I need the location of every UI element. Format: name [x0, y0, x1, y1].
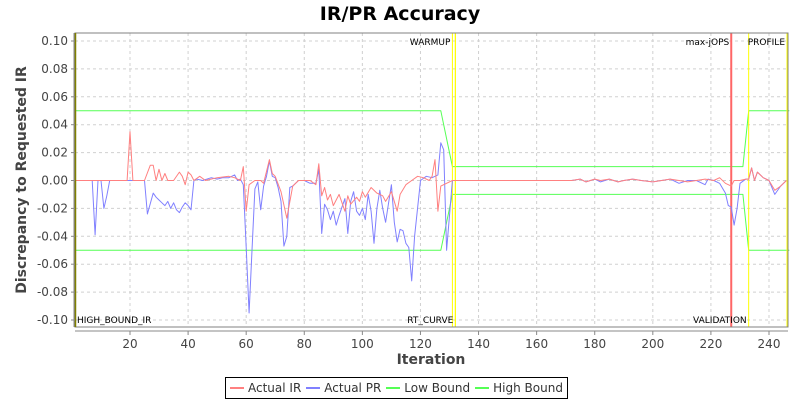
- legend-item-actual-pr: Actual PR: [306, 381, 381, 395]
- series-actual-pr: [74, 142, 787, 314]
- y-tick-label: -0.04: [37, 229, 68, 243]
- legend-label: High Bound: [493, 381, 563, 395]
- y-tick-label: 0.08: [41, 62, 68, 76]
- y-tick-label: 0.06: [41, 90, 68, 104]
- legend-item-low-bound: Low Bound: [386, 381, 470, 395]
- legend-label: Actual PR: [324, 381, 382, 395]
- x-tick-label: 200: [641, 337, 664, 351]
- y-axis-label: Discrepancy to Requested IR: [14, 66, 30, 294]
- y-tick-label: 0.04: [41, 118, 68, 132]
- y-tick-label: -0.10: [37, 313, 68, 327]
- chart-legend: Actual IR Actual PR Low Bound High Bound: [225, 377, 568, 399]
- x-tick-label: 180: [583, 337, 606, 351]
- marker-label-max-jops: max-jOPS: [686, 38, 730, 48]
- legend-item-actual-ir: Actual IR: [230, 381, 301, 395]
- legend-swatch-actual-pr: [306, 387, 321, 389]
- legend-label: Low Bound: [404, 381, 471, 395]
- marker-label-warmup: WARMUP: [410, 38, 451, 48]
- x-tick-label: 220: [699, 337, 722, 351]
- x-tick-label: 100: [351, 337, 374, 351]
- marker-label-rt-curve: RT_CURVE: [407, 316, 453, 326]
- x-tick-label: 80: [297, 337, 312, 351]
- marker-label-high-bound-ir: HIGH_BOUND_IR: [77, 316, 151, 326]
- chart-title: IR/PR Accuracy: [319, 3, 481, 25]
- x-tick-label: 40: [180, 337, 195, 351]
- series-actual-ir: [74, 131, 787, 219]
- y-tick-label: -0.06: [37, 257, 68, 271]
- marker-label-validation: VALIDATION: [693, 316, 747, 326]
- y-axis: 0.10 0.08 0.06 0.04 0.02 0.00 -0.02 -0.04 -0.06 -…: [37, 33, 75, 327]
- x-tick-label: 140: [467, 337, 490, 351]
- legend-swatch-actual-ir: [230, 387, 244, 389]
- x-tick-label: 120: [409, 337, 432, 351]
- x-tick-label: 60: [239, 337, 254, 351]
- y-tick-label: -0.02: [37, 201, 68, 215]
- x-axis-label: Iteration: [397, 352, 466, 368]
- y-tick-label: 0.02: [41, 146, 68, 160]
- y-tick-label: -0.08: [37, 285, 68, 299]
- legend-label: Actual IR: [248, 381, 302, 395]
- legend-item-high-bound: High Bound: [475, 381, 563, 395]
- x-tick-label: 160: [525, 337, 548, 351]
- y-tick-label: 0.00: [41, 174, 68, 188]
- x-tick-label: 240: [758, 337, 781, 351]
- marker-label-profile: PROFILE: [748, 38, 786, 48]
- x-tick-label: 20: [122, 337, 137, 351]
- y-tick-label: 0.10: [41, 34, 68, 48]
- legend-swatch-high-bound: [475, 387, 490, 389]
- data-series: [74, 131, 787, 314]
- series-low-bound: [74, 193, 790, 251]
- bound-series: [74, 110, 790, 251]
- marker-labels: HIGH_BOUND_IR WARMUP RT_CURVE max-jOPS VALID…: [77, 38, 785, 326]
- x-axis: 20 40 60 80 100 120 140 160 180 200 220 240: [75, 330, 788, 351]
- legend-swatch-low-bound: [386, 387, 401, 389]
- phase-markers: [451, 33, 788, 327]
- series-high-bound: [74, 110, 790, 168]
